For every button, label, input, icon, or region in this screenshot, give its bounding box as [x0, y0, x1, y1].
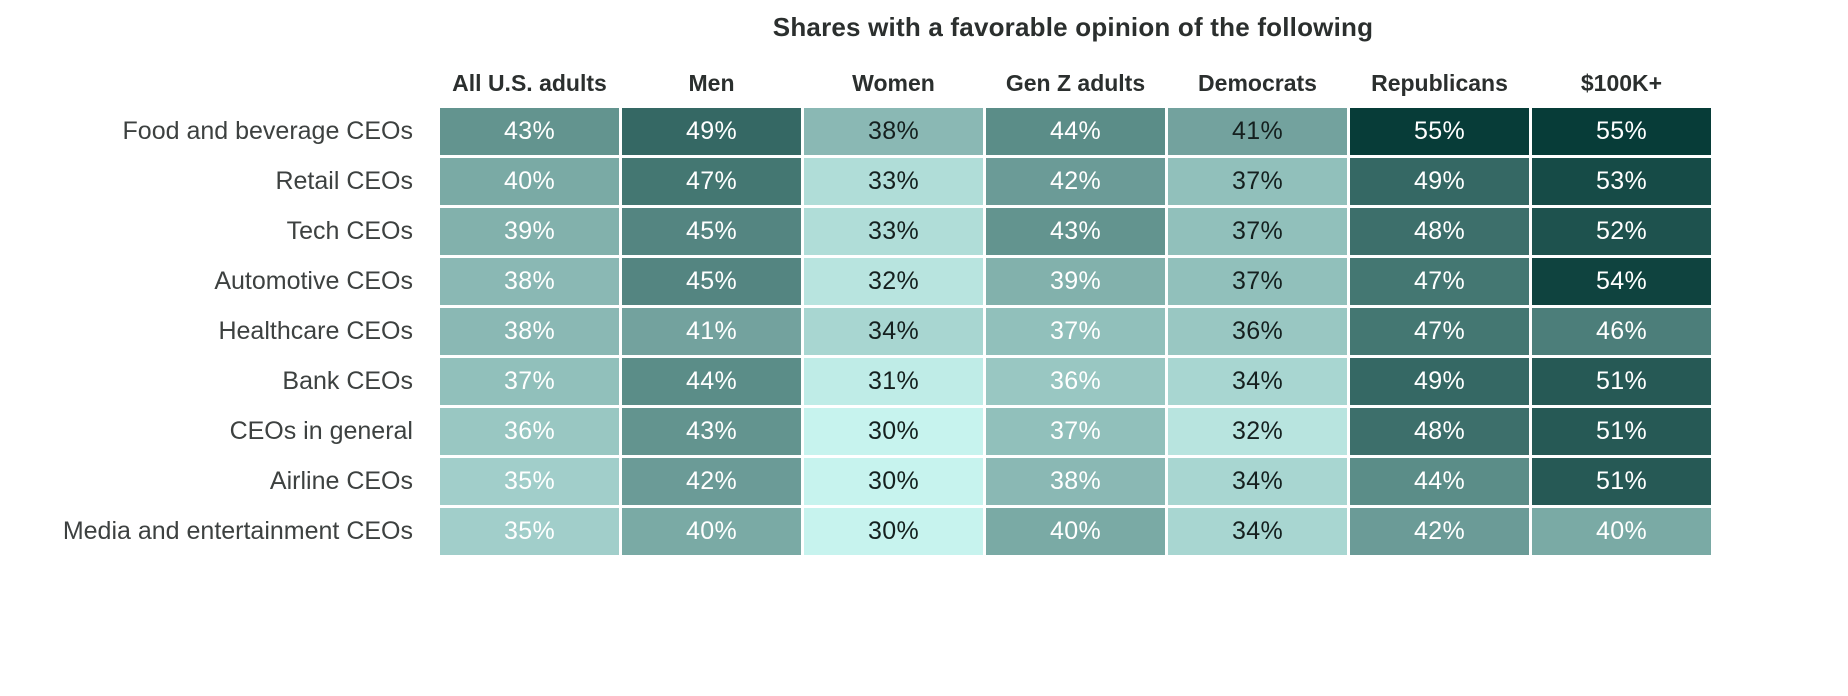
heatmap-cell: 30%: [804, 408, 983, 455]
heatmap-cell: 44%: [622, 358, 801, 405]
heatmap-cell: 34%: [1168, 508, 1347, 555]
row-label: Automotive CEOs: [214, 267, 413, 295]
heatmap-cell: 33%: [804, 158, 983, 205]
heatmap-cell: 34%: [804, 308, 983, 355]
heatmap-cell: 44%: [1350, 458, 1529, 505]
heatmap-cell: 51%: [1532, 458, 1711, 505]
heatmap-cell: 42%: [986, 158, 1165, 205]
heatmap-cell: 55%: [1350, 108, 1529, 155]
heatmap-cell: 47%: [1350, 308, 1529, 355]
heatmap-cell: 47%: [1350, 258, 1529, 305]
heatmap-cell: 30%: [804, 458, 983, 505]
heatmap-cell: 34%: [1168, 458, 1347, 505]
heatmap-cell: 45%: [622, 258, 801, 305]
heatmap-cell: 53%: [1532, 158, 1711, 205]
heatmap-cell: 54%: [1532, 258, 1711, 305]
heatmap-cell: 43%: [440, 108, 619, 155]
heatmap-cell: 34%: [1168, 358, 1347, 405]
row-label: Healthcare CEOs: [218, 317, 413, 345]
heatmap-cell: 39%: [986, 258, 1165, 305]
heatmap-cell: 40%: [622, 508, 801, 555]
heatmap-cell: 32%: [804, 258, 983, 305]
heatmap-cell: 30%: [804, 508, 983, 555]
heatmap-cell: 49%: [622, 108, 801, 155]
heatmap-cell: 52%: [1532, 208, 1711, 255]
column-header: Women: [852, 70, 935, 96]
column-header: Men: [688, 70, 735, 96]
heatmap-cell: 45%: [622, 208, 801, 255]
heatmap-cell: 40%: [986, 508, 1165, 555]
heatmap-cell: 43%: [986, 208, 1165, 255]
heatmap-cell: 46%: [1532, 308, 1711, 355]
heatmap-cell: 51%: [1532, 408, 1711, 455]
heatmap-cell: 35%: [440, 458, 619, 505]
heatmap-cell: 32%: [1168, 408, 1347, 455]
row-label: Media and entertainment CEOs: [62, 517, 413, 545]
heatmap-cell: 43%: [622, 408, 801, 455]
heatmap-cell: 31%: [804, 358, 983, 405]
heatmap-table: All U.S. adults Men Women Gen Z adults Democ…: [0, 57, 1848, 555]
heatmap-cell: 37%: [1168, 258, 1347, 305]
heatmap-cell: 42%: [622, 458, 801, 505]
heatmap-cell: 51%: [1532, 358, 1711, 405]
heatmap-cell: 33%: [804, 208, 983, 255]
column-header: Gen Z adults: [1005, 70, 1146, 96]
heatmap-cell: 35%: [440, 508, 619, 555]
row-label: Retail CEOs: [275, 167, 413, 195]
column-header: Republicans: [1371, 70, 1508, 96]
column-header: Democrats: [1198, 70, 1317, 96]
row-label: CEOs in general: [229, 417, 413, 445]
heatmap-cell: 41%: [1168, 108, 1347, 155]
heatmap-cell: 37%: [1168, 208, 1347, 255]
heatmap-cell: 44%: [986, 108, 1165, 155]
corner-spacer: [0, 57, 437, 97]
heatmap-cell: 40%: [440, 158, 619, 205]
heatmap-cell: 55%: [1532, 108, 1711, 155]
heatmap-cell: 40%: [1532, 508, 1711, 555]
heatmap-cell: 38%: [804, 108, 983, 155]
heatmap-cell: 48%: [1350, 408, 1529, 455]
row-label: Bank CEOs: [282, 367, 413, 395]
heatmap-cell: 37%: [1168, 158, 1347, 205]
row-label: Tech CEOs: [286, 217, 413, 245]
row-label: Airline CEOs: [269, 467, 413, 495]
heatmap-cell: 38%: [440, 308, 619, 355]
heatmap-cell: 49%: [1350, 158, 1529, 205]
heatmap-cell: 37%: [986, 408, 1165, 455]
heatmap-cell: 49%: [1350, 358, 1529, 405]
heatmap-cell: 36%: [440, 408, 619, 455]
heatmap-cell: 38%: [986, 458, 1165, 505]
heatmap-cell: 41%: [622, 308, 801, 355]
column-header: $100K+: [1580, 70, 1663, 96]
row-label: Food and beverage CEOs: [122, 117, 413, 145]
heatmap-cell: 47%: [622, 158, 801, 205]
heatmap-cell: 36%: [1168, 308, 1347, 355]
heatmap-cell: 48%: [1350, 208, 1529, 255]
heatmap-cell: 42%: [1350, 508, 1529, 555]
column-header: All U.S. adults: [452, 70, 607, 96]
heatmap-cell: 39%: [440, 208, 619, 255]
heatmap-cell: 36%: [986, 358, 1165, 405]
heatmap-cell: 37%: [986, 308, 1165, 355]
chart-title: Shares with a favorable opinion of the f…: [772, 12, 1374, 42]
heatmap-cell: 37%: [440, 358, 619, 405]
heatmap-cell: 38%: [440, 258, 619, 305]
